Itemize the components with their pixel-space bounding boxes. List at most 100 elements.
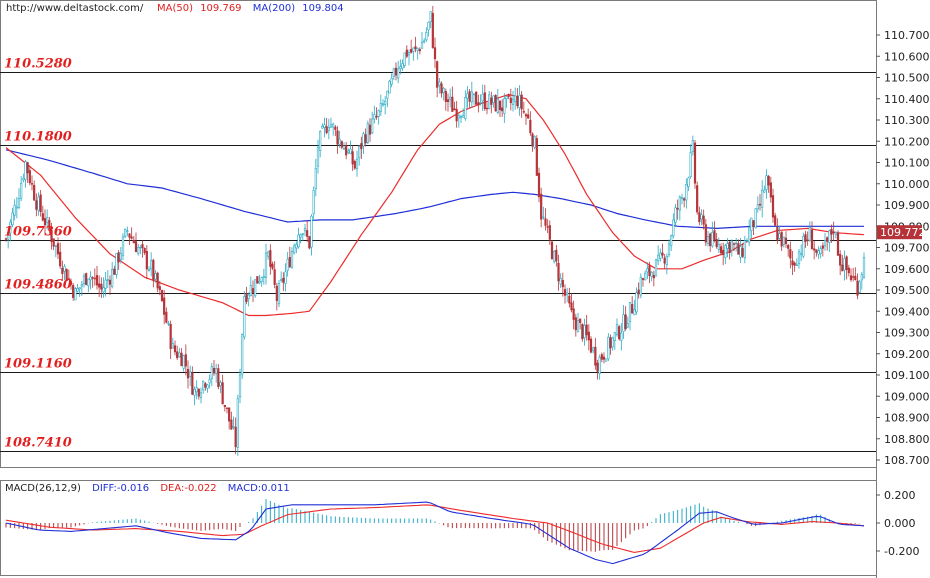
candle-body <box>702 215 705 225</box>
candle-body <box>388 80 391 94</box>
candle-body <box>561 280 564 288</box>
candle-body <box>698 212 701 223</box>
candle-body <box>423 40 426 43</box>
candle-body <box>821 245 824 249</box>
candle-body <box>758 203 762 206</box>
candle-body <box>403 52 406 67</box>
candle-body <box>767 175 770 186</box>
candle-body <box>282 277 285 283</box>
candle-body <box>152 259 155 281</box>
candle-body <box>113 268 116 275</box>
ma50-label: MA(50) <box>157 3 193 14</box>
candle-body <box>717 244 720 250</box>
candle-body <box>797 251 801 265</box>
candle-body <box>570 302 573 311</box>
candle-body <box>648 265 651 276</box>
candle-body <box>858 281 861 293</box>
candle-body <box>173 345 177 353</box>
candle-body <box>293 245 296 254</box>
candle-body <box>41 213 44 221</box>
candle-body <box>321 125 324 129</box>
candle-body <box>85 273 88 285</box>
candle-body <box>553 250 556 262</box>
candle-body <box>301 233 304 235</box>
source-url[interactable]: http://www.deltastock.com/ <box>6 3 144 14</box>
candle-body <box>520 94 523 110</box>
candle-body <box>160 290 164 301</box>
candle-body <box>613 332 616 341</box>
candle-body <box>509 97 512 104</box>
candle-body <box>628 301 632 322</box>
candle-body <box>438 81 441 86</box>
candle-body <box>574 317 577 331</box>
candle-body <box>834 231 837 235</box>
macd-dea-line <box>5 504 865 553</box>
candle-body <box>769 182 772 198</box>
candle-body <box>466 93 469 99</box>
candle-body <box>93 277 96 280</box>
candle-body <box>416 48 419 51</box>
candle-body <box>765 175 768 190</box>
macd-tick-label: 0.000 <box>884 517 916 530</box>
candle-body <box>297 234 300 248</box>
candle-body <box>312 189 315 215</box>
candle-body <box>48 220 51 230</box>
price-tick-label: 110.200 <box>884 135 930 148</box>
candle-body <box>802 236 805 257</box>
candle-body <box>507 94 510 97</box>
candle-body <box>618 326 621 340</box>
candle-body <box>412 47 415 52</box>
candle-body <box>290 250 294 268</box>
candle-body <box>678 196 681 211</box>
candle-body <box>195 387 198 393</box>
candle-body <box>631 304 634 314</box>
candle-body <box>17 198 21 208</box>
candle-body <box>741 248 744 257</box>
candle-body <box>63 266 66 272</box>
candle-body <box>319 130 322 151</box>
candlestick-series <box>4 5 866 456</box>
candle-body <box>479 102 482 104</box>
candle-body <box>277 283 281 305</box>
candle-body <box>826 237 829 242</box>
candle-body <box>126 230 129 232</box>
candle-body <box>72 285 75 298</box>
candle-body <box>165 311 168 323</box>
candle-body <box>80 284 83 287</box>
candle-body <box>836 232 840 256</box>
level-label: 109.1160 <box>4 357 72 372</box>
candle-body <box>106 279 109 281</box>
candle-body <box>182 355 185 369</box>
macd-diff-line <box>5 501 865 565</box>
candle-body <box>418 49 421 52</box>
candle-body <box>451 96 454 112</box>
candle-body <box>204 383 207 388</box>
candle-body <box>462 115 465 118</box>
candle-body <box>793 262 796 266</box>
candle-body <box>706 236 710 244</box>
macd-panel-frame <box>0 480 877 576</box>
candle-body <box>832 231 835 234</box>
candle-body <box>808 227 811 242</box>
candle-body <box>24 161 27 180</box>
candle-body <box>778 233 781 239</box>
candle-body <box>184 354 187 367</box>
candle-body <box>594 346 597 366</box>
candle-body <box>154 273 157 280</box>
candle-body <box>761 189 764 208</box>
candle-body <box>299 234 302 238</box>
candle-body <box>839 254 842 266</box>
level-label: 108.7410 <box>4 436 72 451</box>
candle-body <box>531 133 534 147</box>
candle-body <box>336 130 339 145</box>
candle-body <box>845 256 848 270</box>
candle-body <box>334 126 337 130</box>
candle-body <box>11 212 14 225</box>
candle-body <box>128 233 131 238</box>
candle-body <box>377 110 380 117</box>
candle-body <box>399 66 402 69</box>
candle-body <box>527 114 530 119</box>
candle-body <box>550 241 554 260</box>
current-price-tag: 109.772 <box>877 225 926 240</box>
candle-body <box>735 242 738 245</box>
